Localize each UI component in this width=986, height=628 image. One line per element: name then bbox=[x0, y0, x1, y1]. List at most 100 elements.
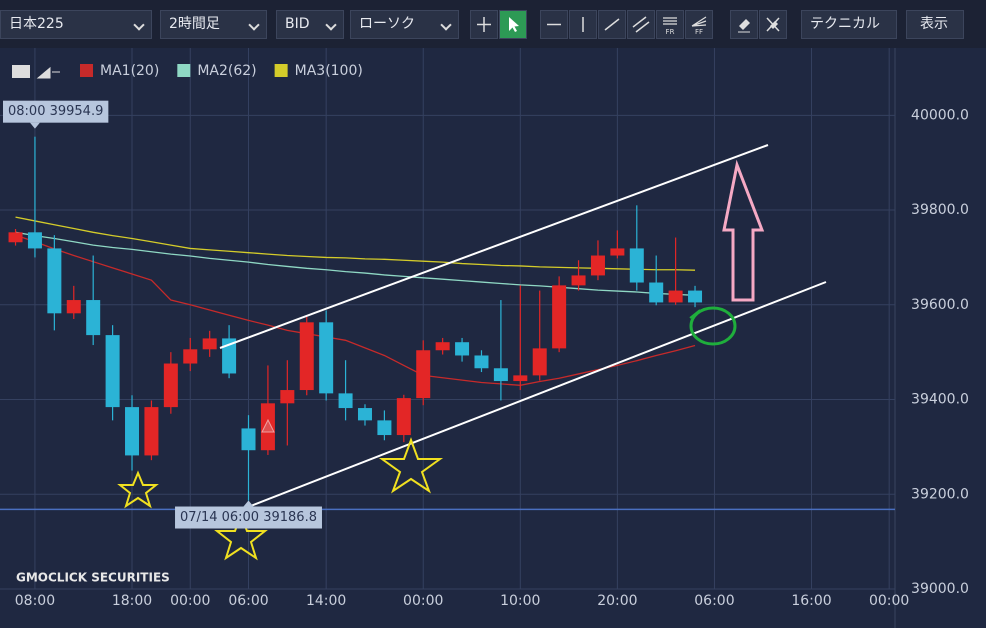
legend-icon bbox=[12, 65, 30, 78]
legend-swatch bbox=[274, 64, 288, 77]
trendline bbox=[219, 144, 769, 349]
ma-line bbox=[15, 231, 696, 296]
x-tick-label: 06:00 bbox=[694, 593, 734, 609]
ma-line bbox=[15, 216, 696, 271]
candle-body bbox=[202, 338, 217, 350]
annotation-label: 08:00 39954.9 bbox=[8, 104, 103, 119]
fibonacci-button[interactable]: FR bbox=[656, 10, 684, 39]
candle-body bbox=[163, 363, 178, 408]
icon bbox=[509, 17, 519, 32]
candle-body bbox=[280, 390, 295, 404]
annotation-label: 07/14 06:00 39186.8 bbox=[180, 510, 317, 525]
fan-button[interactable]: FF bbox=[685, 10, 713, 39]
candle-body bbox=[86, 300, 101, 336]
candle-body bbox=[144, 407, 159, 456]
star bbox=[214, 512, 268, 561]
x-tick-label: 18:00 bbox=[112, 593, 152, 609]
symbol-select[interactable]: 日本225 bbox=[0, 10, 152, 39]
annotation-pointer bbox=[29, 122, 40, 129]
up-arrow bbox=[722, 159, 765, 302]
chart-background bbox=[0, 48, 986, 628]
candle-body bbox=[513, 375, 528, 382]
x-tick-label: 06:00 bbox=[228, 593, 268, 609]
y-tick-label: 40000.0 bbox=[911, 107, 969, 123]
pointer-button[interactable] bbox=[499, 10, 527, 39]
candle-body bbox=[552, 285, 567, 349]
legend-icon bbox=[36, 66, 60, 79]
candle-body bbox=[435, 342, 450, 351]
icon bbox=[604, 18, 620, 31]
star bbox=[117, 470, 159, 509]
candle-body bbox=[357, 408, 372, 421]
candle-body bbox=[66, 300, 81, 314]
display-button[interactable]: 表示 bbox=[906, 10, 964, 39]
price-annotation: 07/14 06:00 39186.8 bbox=[175, 500, 322, 529]
annotation-box bbox=[175, 506, 322, 529]
candle-body bbox=[183, 349, 198, 364]
candle-body bbox=[27, 232, 42, 249]
candle-body bbox=[571, 275, 586, 286]
candle-body bbox=[590, 255, 605, 276]
candle-body bbox=[319, 322, 334, 394]
delete-all-button[interactable] bbox=[759, 10, 787, 39]
x-tick-label: 00:00 bbox=[170, 593, 210, 609]
candle-body bbox=[299, 322, 314, 391]
y-tick-label: 39200.0 bbox=[911, 486, 969, 502]
annotation-pointer bbox=[243, 500, 254, 507]
stars bbox=[117, 437, 444, 561]
legend-swatch bbox=[80, 64, 93, 77]
x-tick-label: 00:00 bbox=[869, 593, 909, 609]
ma-line bbox=[15, 234, 696, 386]
x-tick-label: 10:00 bbox=[500, 593, 540, 609]
icon: FF bbox=[691, 16, 707, 36]
toolbar: 日本225 2時間足 BID ローソク FR FF テクニカル 表示 bbox=[0, 0, 986, 48]
eraser-button[interactable] bbox=[730, 10, 758, 39]
icon bbox=[632, 16, 650, 33]
candle-body bbox=[668, 290, 683, 303]
trendline-button[interactable] bbox=[598, 10, 626, 39]
icon bbox=[582, 17, 584, 32]
technical-button[interactable]: テクニカル bbox=[801, 10, 897, 39]
icon bbox=[547, 23, 561, 26]
candle-body bbox=[241, 428, 256, 451]
candle-body bbox=[8, 232, 23, 243]
price-type-select[interactable]: BID bbox=[276, 10, 344, 39]
icon-label: FF bbox=[695, 28, 703, 36]
crosshair-button[interactable] bbox=[470, 10, 498, 39]
x-tick-label: 20:00 bbox=[597, 593, 637, 609]
x-tick-label: 16:00 bbox=[791, 593, 831, 609]
legend bbox=[12, 65, 60, 79]
chart-style-select[interactable]: ローソク bbox=[350, 10, 459, 39]
trendline bbox=[247, 281, 827, 508]
logo: GMOCLICK SECURITIES bbox=[16, 571, 170, 585]
legend-label: MA3(100) bbox=[295, 63, 363, 79]
y-tick-label: 39800.0 bbox=[911, 202, 969, 218]
icon bbox=[738, 19, 750, 33]
candle-body bbox=[649, 282, 664, 303]
hline-button[interactable] bbox=[540, 10, 568, 39]
legend-label: MA2(62) bbox=[197, 63, 256, 79]
candle-body bbox=[474, 355, 489, 369]
candle-body bbox=[377, 420, 392, 436]
candle-body bbox=[416, 350, 431, 399]
y-tick-label: 39400.0 bbox=[911, 392, 969, 408]
signal-marker bbox=[261, 418, 275, 433]
chart: GMOCLICK SECURITIES 39000.0 39200.0 39400.… bbox=[0, 48, 986, 628]
vline-button[interactable] bbox=[569, 10, 597, 39]
x-tick-label: 00:00 bbox=[403, 593, 443, 609]
y-tick-label: 39600.0 bbox=[911, 297, 969, 313]
channel-button[interactable] bbox=[627, 10, 655, 39]
candle-body bbox=[338, 393, 353, 409]
candle-body bbox=[629, 248, 644, 283]
icon: FR bbox=[663, 17, 677, 36]
icon bbox=[477, 17, 491, 32]
interval-select[interactable]: 2時間足 bbox=[160, 10, 267, 39]
candle-body bbox=[455, 342, 470, 356]
candle-body bbox=[222, 338, 237, 374]
legend-swatch bbox=[177, 64, 191, 77]
x-tick-label: 08:00 bbox=[15, 593, 55, 609]
icon bbox=[766, 17, 780, 32]
y-tick-label: 39000.0 bbox=[911, 581, 969, 597]
candle-body bbox=[125, 407, 140, 456]
candle-body bbox=[610, 248, 625, 256]
